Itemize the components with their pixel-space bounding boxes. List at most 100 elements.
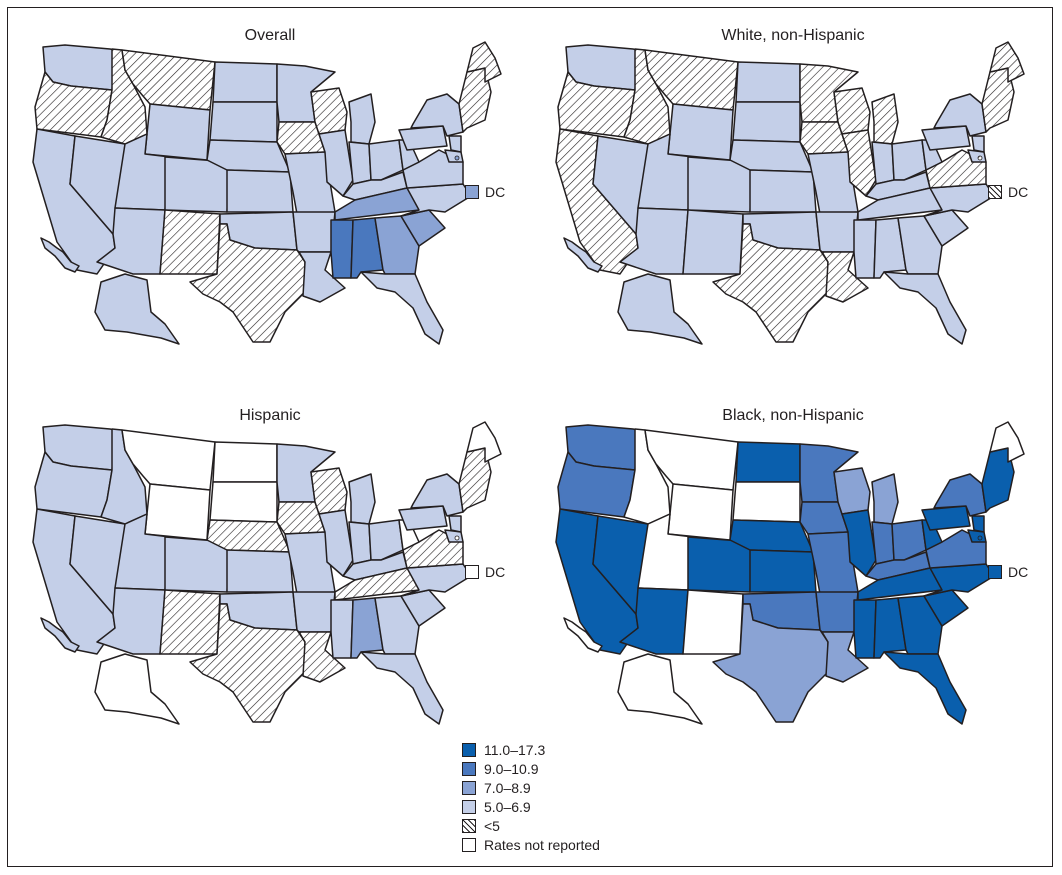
state-pa	[398, 125, 448, 151]
state-nm	[682, 209, 744, 275]
state-in	[871, 521, 895, 565]
state-ks	[749, 169, 817, 213]
state-ar	[815, 591, 859, 633]
state-nj	[971, 515, 985, 533]
state-tx	[189, 223, 306, 343]
state-fl	[883, 271, 967, 345]
map-panel-white-non-hispanic: White, non-Hispanic DC	[538, 12, 1048, 392]
state-ms	[853, 219, 877, 279]
state-in	[348, 521, 372, 565]
state-nc	[923, 563, 995, 597]
state-la	[821, 631, 869, 683]
state-hi	[563, 617, 603, 653]
state-tx	[189, 603, 306, 723]
state-nj	[971, 135, 985, 153]
us-map	[555, 421, 1025, 725]
panel-title: White, non-Hispanic	[721, 27, 865, 44]
state-nd	[735, 441, 801, 483]
dc-indicator: DC	[465, 564, 505, 580]
state-in	[871, 141, 895, 185]
state-oh	[891, 139, 927, 181]
dc-swatch	[465, 185, 479, 199]
state-sd	[732, 101, 801, 143]
state-fl	[883, 651, 967, 725]
state-dc	[977, 155, 983, 161]
panel-title: Overall	[244, 27, 296, 44]
dc-swatch	[988, 185, 1002, 199]
legend-swatch	[462, 799, 476, 814]
state-fl	[360, 271, 444, 345]
state-ks	[749, 549, 817, 593]
map-panel-overall: Overall DC	[15, 12, 525, 392]
state-la	[298, 631, 346, 683]
state-dc	[454, 535, 460, 541]
state-ms	[330, 599, 354, 659]
state-pa	[398, 505, 448, 531]
state-nc	[400, 183, 472, 217]
state-ak	[94, 273, 180, 345]
dc-swatch	[465, 565, 479, 579]
state-oh	[891, 519, 927, 561]
state-ar	[815, 211, 859, 253]
state-in	[348, 141, 372, 185]
state-nd	[735, 61, 801, 103]
dc-swatch	[988, 565, 1002, 579]
state-wy	[144, 103, 211, 161]
state-mi	[871, 473, 899, 525]
state-ak	[94, 653, 180, 725]
state-nm	[159, 589, 221, 655]
state-ar	[292, 211, 336, 253]
state-nd	[212, 441, 278, 483]
state-wi	[310, 87, 348, 135]
legend-swatch	[462, 837, 476, 852]
state-me	[466, 41, 502, 83]
legend-item: <5	[462, 816, 600, 835]
state-dc	[977, 535, 983, 541]
state-nm	[682, 589, 744, 655]
state-mi	[871, 93, 899, 145]
figure-frame	[7, 7, 1053, 867]
state-me	[466, 421, 502, 463]
state-tx	[712, 223, 829, 343]
dc-label: DC	[485, 184, 506, 200]
state-oh	[368, 519, 404, 561]
map-panel-hispanic: Hispanic DC	[15, 392, 525, 772]
state-sd	[209, 101, 278, 143]
map-panel-black-non-hispanic: Black, non-Hispanic DC	[538, 392, 1048, 772]
dc-indicator: DC	[988, 564, 1028, 580]
state-sd	[209, 481, 278, 523]
legend-label: Rates not reported	[484, 836, 600, 853]
state-nj	[448, 135, 462, 153]
state-mi	[348, 93, 376, 145]
state-nm	[159, 209, 221, 275]
state-me	[989, 421, 1025, 463]
panel-title: Black, non-Hispanic	[722, 407, 864, 424]
legend-swatch	[462, 742, 476, 757]
legend-label: 7.0–8.9	[484, 779, 531, 796]
state-wi	[833, 467, 871, 515]
legend-label: 11.0–17.3	[484, 741, 546, 758]
dc-indicator: DC	[988, 184, 1028, 200]
state-fl	[360, 651, 444, 725]
state-nc	[923, 183, 995, 217]
state-wi	[833, 87, 871, 135]
legend-label: <5	[484, 817, 500, 834]
state-mi	[348, 473, 376, 525]
state-me	[989, 41, 1025, 83]
us-map	[32, 41, 502, 345]
state-sd	[732, 481, 801, 523]
us-map	[32, 421, 502, 725]
legend-label: 9.0–10.9	[484, 760, 539, 777]
state-nc	[400, 563, 472, 597]
state-wy	[144, 483, 211, 541]
legend-item: 7.0–8.9	[462, 778, 600, 797]
dc-label: DC	[1008, 184, 1029, 200]
legend-swatch	[462, 761, 476, 776]
us-map	[555, 41, 1025, 345]
legend-item: 9.0–10.9	[462, 759, 600, 778]
state-ms	[853, 599, 877, 659]
state-ak	[617, 273, 703, 345]
legend-label: 5.0–6.9	[484, 798, 531, 815]
state-hi	[563, 237, 603, 273]
state-oh	[368, 139, 404, 181]
